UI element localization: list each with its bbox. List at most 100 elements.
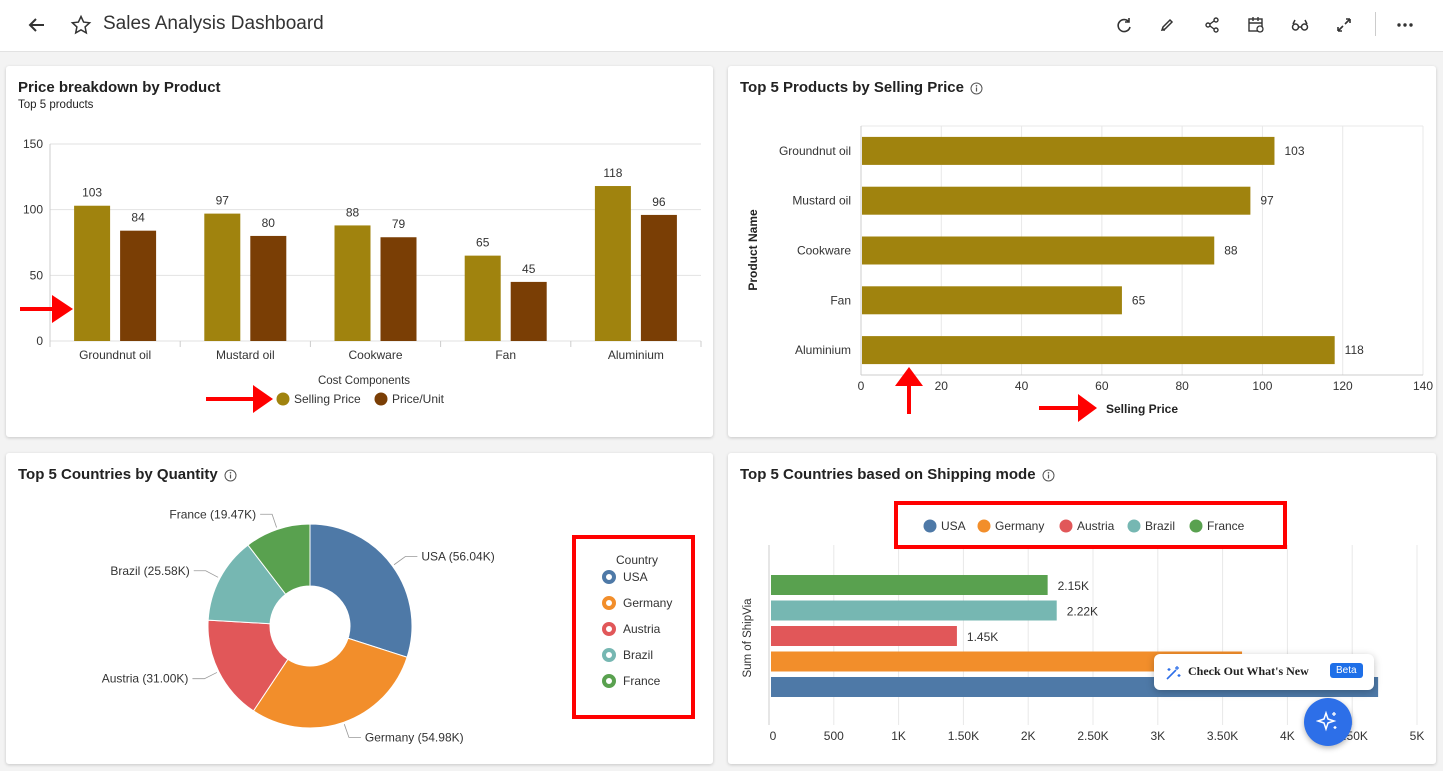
legend-marker	[374, 392, 388, 406]
x-tick-label: 100	[1252, 379, 1272, 393]
card-subtitle: Top 5 products	[18, 99, 94, 111]
schedule-icon[interactable]	[1245, 14, 1267, 36]
data-label: 2.15K	[1058, 579, 1089, 593]
bar	[862, 286, 1122, 315]
x-tick-label: 5K	[1410, 729, 1425, 743]
view-icon[interactable]	[1289, 14, 1311, 36]
legend-label: Brazil	[623, 648, 653, 662]
star-icon[interactable]	[70, 14, 92, 36]
x-tick-label: 60	[1095, 379, 1109, 393]
y-axis-title: Sum of ShipVia	[742, 598, 754, 678]
whats-new-text[interactable]: Check Out What's New	[1188, 664, 1309, 678]
slice-label: Germany (54.98K)	[365, 730, 464, 744]
fullscreen-icon[interactable]	[1333, 14, 1355, 36]
x-tick-label: 2.50K	[1077, 729, 1108, 743]
slice-label: France (19.47K)	[169, 507, 256, 521]
price-breakdown-chart: 0 50 100 150 Groundnut oil 103 84 Mustard oil 97…	[23, 137, 702, 406]
data-label: 45	[522, 262, 536, 276]
info-icon[interactable]	[1042, 469, 1055, 482]
bar	[594, 186, 631, 341]
bar	[204, 213, 241, 341]
card-title-text: Top 5 Countries based on Shipping mode	[740, 466, 1036, 483]
magic-wand-icon	[1166, 666, 1181, 680]
data-label: 103	[1284, 144, 1304, 158]
legend-label: France	[1207, 519, 1245, 533]
edit-icon[interactable]	[1156, 14, 1178, 36]
card-title-text: Top 5 Countries by Quantity	[18, 466, 218, 483]
beta-badge: Beta	[1330, 663, 1363, 678]
y-tick-label: 0	[36, 334, 43, 348]
bar	[771, 575, 1048, 595]
whats-new-popup[interactable]: Check Out What's New Beta	[1154, 654, 1374, 690]
bar	[74, 205, 111, 341]
legend-label: Brazil	[1145, 519, 1175, 533]
card-title: Top 5 Products by Selling Price	[740, 79, 983, 96]
data-label: 65	[1132, 293, 1146, 307]
back-arrow-icon[interactable]	[26, 14, 48, 36]
bar	[862, 136, 1275, 165]
shipping-mode-chart: 0 500 1K 1.50K 2K 2.50K 3K 3.50K 4K 4.50K 5K2.15K2…	[742, 519, 1425, 743]
info-icon[interactable]	[970, 82, 983, 95]
legend-marker	[602, 648, 616, 662]
legend-label: USA	[941, 519, 966, 533]
y-tick-label: Cookware	[797, 244, 851, 258]
leader-line	[393, 556, 418, 566]
x-tick-label: 140	[1413, 379, 1433, 393]
bar	[120, 230, 157, 341]
ai-assistant-button[interactable]	[1304, 698, 1352, 746]
legend-marker	[1059, 519, 1073, 533]
legend-label: USA	[623, 570, 648, 584]
x-tick-label: 0	[858, 379, 865, 393]
legend-title: Cost Components	[318, 375, 410, 387]
toolbar-divider	[1375, 12, 1376, 36]
y-tick-label: Aluminium	[795, 343, 851, 357]
y-tick-label: Mustard oil	[792, 194, 851, 208]
legend-marker	[602, 674, 616, 688]
leader-line	[193, 570, 219, 578]
top-bar: Sales Analysis Dashboard	[0, 0, 1443, 52]
x-tick-label: Mustard oil	[216, 348, 275, 362]
data-label: 88	[346, 205, 360, 219]
data-label: 97	[216, 194, 230, 208]
legend-marker	[1189, 519, 1203, 533]
legend-marker	[977, 519, 991, 533]
x-tick-label: Cookware	[348, 348, 402, 362]
donut-slice	[309, 523, 413, 658]
legend-title: Country	[616, 553, 658, 567]
x-tick-label: 0	[770, 729, 777, 743]
data-label: 88	[1224, 244, 1238, 258]
x-tick-label: Fan	[495, 348, 516, 362]
share-icon[interactable]	[1201, 14, 1223, 36]
bar	[771, 600, 1057, 621]
x-tick-label: 3.50K	[1207, 729, 1238, 743]
highlight-box-country-legend	[572, 535, 695, 719]
data-label: 97	[1260, 194, 1274, 208]
x-tick-label: 4K	[1280, 729, 1295, 743]
y-tick-label: 50	[30, 268, 44, 282]
legend-label: France	[623, 674, 661, 688]
y-tick-label: 100	[23, 203, 43, 217]
data-label: 65	[476, 236, 490, 250]
leader-line	[192, 672, 218, 680]
x-tick-label: 120	[1333, 379, 1353, 393]
legend-marker	[923, 519, 937, 533]
x-tick-label: 3K	[1150, 729, 1165, 743]
y-tick-label: Groundnut oil	[779, 144, 851, 158]
legend-marker	[602, 596, 616, 610]
slice-label: Austria (31.00K)	[102, 672, 189, 686]
more-icon[interactable]	[1394, 14, 1416, 36]
bar	[862, 186, 1251, 215]
y-tick-label: 150	[23, 137, 43, 151]
legend-marker	[602, 570, 616, 584]
legend-label: Germany	[623, 596, 672, 610]
data-label: 2.22K	[1067, 605, 1098, 619]
legend-marker	[276, 392, 290, 406]
x-axis-title: Selling Price	[1106, 402, 1178, 416]
highlight-box-shipping-legend	[894, 501, 1287, 549]
y-tick-label: Fan	[830, 293, 851, 307]
data-label: 118	[603, 166, 622, 180]
bar	[464, 255, 501, 341]
top-products-card: Top 5 Products by Selling Price 0 20 40 60 8…	[728, 66, 1436, 437]
info-icon[interactable]	[224, 469, 237, 482]
refresh-icon[interactable]	[1113, 14, 1135, 36]
